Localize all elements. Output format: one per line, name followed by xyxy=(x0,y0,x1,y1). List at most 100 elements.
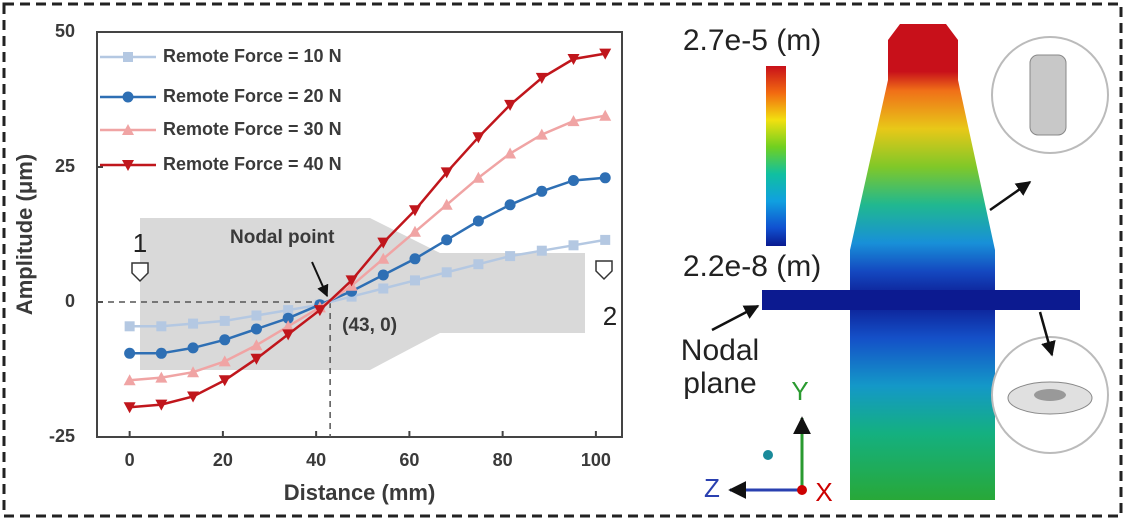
inset-part xyxy=(1034,389,1066,401)
point xyxy=(156,321,167,332)
point xyxy=(441,267,452,278)
max-label: 2.7e-5 (m) xyxy=(683,24,821,57)
point xyxy=(441,234,453,246)
point xyxy=(504,147,517,159)
point xyxy=(282,329,295,341)
y-tick-label: 0 xyxy=(65,291,75,311)
series-line xyxy=(129,52,606,409)
point xyxy=(251,310,262,321)
axis-label: Y xyxy=(791,376,808,406)
point xyxy=(187,391,200,403)
point xyxy=(155,347,167,359)
y-axis-title: Amplitude (μm) xyxy=(12,154,37,315)
legend-label: Remote Force = 30 N xyxy=(163,119,342,139)
nodal-arrow xyxy=(311,261,329,298)
point xyxy=(155,371,168,383)
x-axis-dot xyxy=(797,485,807,495)
plane-label: plane xyxy=(683,367,756,400)
x-tick-label: 60 xyxy=(399,450,419,470)
point xyxy=(250,353,263,365)
axis-label: X xyxy=(815,477,832,507)
point xyxy=(473,259,484,270)
x-tick-label: 40 xyxy=(306,450,326,470)
point xyxy=(408,225,421,237)
point xyxy=(599,48,612,60)
point xyxy=(218,355,231,367)
point xyxy=(313,305,326,317)
simulation: 2.7e-5 (m) 2.2e-8 (m) Nodal plane Y Z X xyxy=(681,24,1109,507)
point xyxy=(377,252,390,264)
point xyxy=(535,72,548,84)
x-tick-label: 0 xyxy=(125,450,135,470)
point xyxy=(122,160,134,171)
plane-label: Nodal xyxy=(681,334,759,367)
point xyxy=(504,99,517,111)
legend-label: Remote Force = 40 N xyxy=(163,154,342,174)
point xyxy=(188,318,199,329)
end-label: 1 xyxy=(133,228,147,258)
point xyxy=(187,366,200,378)
point xyxy=(472,215,484,227)
inset-part xyxy=(1029,54,1067,136)
point xyxy=(599,109,612,121)
point xyxy=(505,251,516,262)
point xyxy=(567,115,580,127)
point xyxy=(123,402,136,414)
point xyxy=(536,245,547,256)
legend-label: Remote Force = 10 N xyxy=(163,46,342,66)
point xyxy=(122,124,134,135)
point xyxy=(409,275,420,286)
point xyxy=(377,237,390,249)
point xyxy=(122,91,134,103)
x-tick-label: 100 xyxy=(581,450,611,470)
chart: -25 0 25 50 0 20 40 60 80 100 Distance (mm) Amplitu… xyxy=(12,21,623,505)
point xyxy=(568,175,580,186)
point xyxy=(124,321,135,332)
point xyxy=(378,283,389,294)
nodal-text: Nodal point xyxy=(230,227,335,248)
point xyxy=(535,128,548,140)
point xyxy=(377,269,389,281)
point xyxy=(219,334,231,346)
point xyxy=(409,253,421,265)
point xyxy=(345,275,358,287)
point xyxy=(250,323,262,335)
point xyxy=(600,234,611,245)
point xyxy=(408,205,421,217)
point xyxy=(440,167,453,179)
nodal-coords: (43, 0) xyxy=(342,315,397,336)
point xyxy=(283,305,294,316)
y-tick-label: 50 xyxy=(55,21,75,41)
point xyxy=(124,347,136,359)
x-tick-label: 20 xyxy=(213,450,233,470)
colorbar xyxy=(766,66,786,246)
point xyxy=(440,198,453,210)
point xyxy=(250,339,263,351)
point xyxy=(187,342,199,354)
point xyxy=(282,312,294,324)
frame xyxy=(2,2,1123,518)
arrow xyxy=(1038,311,1056,357)
horn-model xyxy=(850,24,995,500)
arrow xyxy=(711,304,760,332)
series-line xyxy=(129,176,606,355)
series-line xyxy=(129,238,606,328)
legend-label: Remote Force = 20 N xyxy=(163,86,342,106)
point xyxy=(155,399,168,411)
end-marker xyxy=(595,260,613,281)
point xyxy=(123,374,136,386)
point xyxy=(567,54,580,65)
nodal-plane xyxy=(762,290,1080,310)
y-tick-label: -25 xyxy=(49,426,75,446)
point xyxy=(282,320,295,332)
x-tick-label: 80 xyxy=(493,450,513,470)
plot-frame xyxy=(96,31,623,438)
end-label: 2 xyxy=(603,301,617,331)
point xyxy=(568,240,579,251)
point xyxy=(218,375,231,387)
point xyxy=(599,172,611,184)
point xyxy=(504,199,516,211)
axis-label: Z xyxy=(704,473,720,503)
point xyxy=(219,315,230,326)
